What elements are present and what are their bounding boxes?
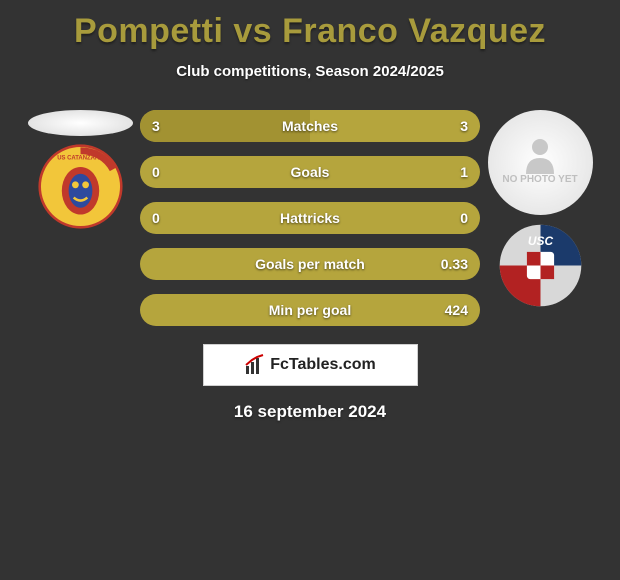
watermark-text: FcTables.com xyxy=(270,356,376,374)
bar-value-right: 3 xyxy=(460,118,468,134)
stat-bar: 3 Matches 3 xyxy=(140,110,480,142)
bar-label: Hattricks xyxy=(280,210,340,226)
watermark-badge: FcTables.com xyxy=(203,344,418,386)
stat-bar: 0 Hattricks 0 xyxy=(140,202,480,234)
player-right-photo: NO PHOTO YET xyxy=(488,110,593,215)
bar-value-left: 0 xyxy=(152,210,160,226)
bar-label: Goals xyxy=(291,164,330,180)
chart-icon xyxy=(244,354,266,376)
bar-value-right: 424 xyxy=(445,302,468,318)
main-row: US CATANZARO 3Matches30Goals10Hattricks0… xyxy=(0,98,620,326)
player-right-column: NO PHOTO YET USC xyxy=(480,98,600,308)
stat-bars: 3 Matches 3 0 Goals 1 0 Hattricks 0 Goals per mat… xyxy=(140,98,480,326)
bar-value-right: 0 xyxy=(460,210,468,226)
no-photo-label: NO PHOTO YET xyxy=(502,174,577,185)
player-left-photo xyxy=(28,110,133,136)
club-badge-right: USC xyxy=(498,223,583,308)
club-badge-left-text: US CATANZARO xyxy=(57,155,104,161)
silhouette-icon xyxy=(520,134,560,174)
club-badge-left: US CATANZARO xyxy=(38,144,123,229)
comparison-card: Pompetti vs Franco Vazquez Club competit… xyxy=(0,0,620,422)
stat-bar: 0 Goals 1 xyxy=(140,156,480,188)
bar-label: Goals per match xyxy=(255,256,365,272)
player-left-column: US CATANZARO xyxy=(20,98,140,229)
bar-value-right: 0.33 xyxy=(441,256,468,272)
bar-value-left: 0 xyxy=(152,164,160,180)
page-title: Pompetti vs Franco Vazquez xyxy=(0,0,620,57)
bar-value-left: 3 xyxy=(152,118,160,134)
bar-label: Matches xyxy=(282,118,338,134)
stat-bar: Goals per match 0.33 xyxy=(140,248,480,280)
club-badge-right-text: USC xyxy=(527,234,553,248)
subtitle: Club competitions, Season 2024/2025 xyxy=(0,57,620,98)
bar-label: Min per goal xyxy=(269,302,351,318)
date-label: 16 september 2024 xyxy=(0,394,620,422)
bar-value-right: 1 xyxy=(460,164,468,180)
stat-bar: Min per goal 424 xyxy=(140,294,480,326)
